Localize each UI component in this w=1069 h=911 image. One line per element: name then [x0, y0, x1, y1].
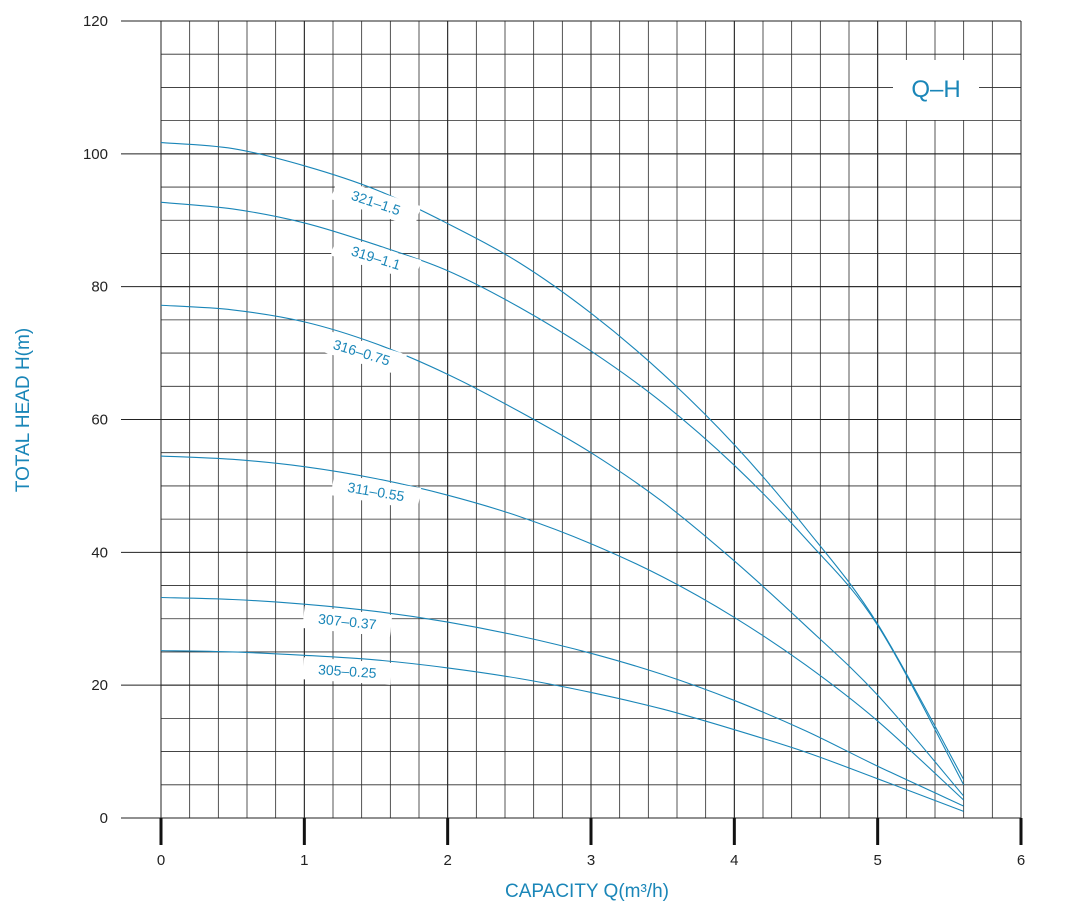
series-label-background: [330, 178, 422, 228]
curves: [160, 141, 965, 812]
series-label-background: [330, 234, 422, 282]
x-tick-label: 5: [873, 852, 881, 869]
series-label-background: [330, 473, 422, 510]
qh-badge-label: Q–H: [911, 76, 960, 103]
tick-labels: 0 20 40 60 80 100 120 0 1 2 3 4 5 6: [83, 13, 1025, 869]
x-tick-label: 6: [1017, 852, 1025, 869]
y-tick-label: 60: [91, 412, 108, 429]
y-tick-label: 20: [91, 677, 108, 694]
x-tick-label: 3: [587, 852, 595, 869]
series-line: [160, 141, 965, 780]
series-label: 319–1.1: [330, 234, 422, 282]
series-line: [160, 201, 965, 786]
axes: [121, 20, 1023, 845]
series-label: 307–0.37: [302, 606, 393, 637]
series-line: [160, 650, 964, 812]
y-tick-label: 100: [83, 146, 108, 163]
y-tick-label: 80: [91, 279, 108, 296]
series-line: [160, 304, 965, 797]
series-label-background: [302, 606, 393, 637]
series-line: [160, 596, 964, 807]
x-tick-label: 4: [730, 852, 738, 869]
series-label-background: [316, 329, 407, 376]
series-label: 305–0.25: [302, 657, 392, 685]
y-tick-label: 0: [100, 810, 108, 827]
qh-badge-background: [893, 60, 979, 120]
grid-major: [161, 20, 1021, 819]
x-tick-label: 2: [443, 852, 451, 869]
qh-badge: Q–H: [893, 60, 979, 120]
series-label-text: 305–0.25: [318, 661, 378, 681]
y-axis-title: TOTAL HEAD H(m): [13, 328, 34, 492]
series-line: [160, 455, 965, 801]
y-tick-label: 120: [83, 13, 108, 30]
curve-labels: 321–1.5319–1.1316–0.75311–0.55307–0.3730…: [302, 178, 422, 685]
x-tick-label: 1: [300, 852, 308, 869]
series-label-text: 307–0.37: [317, 611, 377, 633]
series-label: 321–1.5: [330, 178, 422, 228]
x-axis-title: CAPACITY Q(m³/h): [505, 881, 669, 902]
x-tick-label: 0: [157, 852, 165, 869]
y-tick-label: 40: [91, 544, 108, 561]
series-label-background: [302, 657, 392, 685]
